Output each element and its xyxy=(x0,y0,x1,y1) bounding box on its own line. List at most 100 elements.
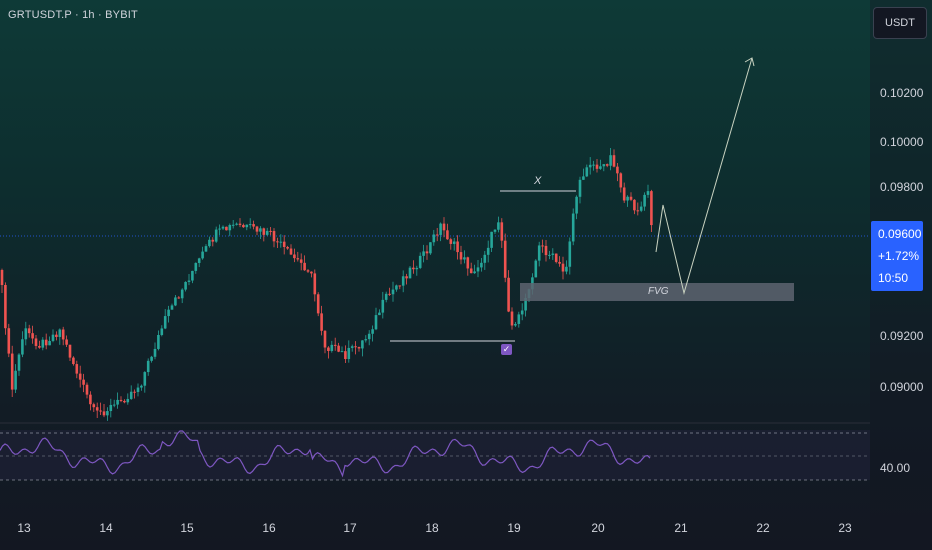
candle-body xyxy=(500,222,504,241)
candle-body xyxy=(31,333,34,339)
candle-body xyxy=(517,314,521,324)
candle-body xyxy=(432,234,436,243)
projection-path[interactable] xyxy=(655,57,753,295)
candle-body xyxy=(228,225,232,231)
time-tick: 18 xyxy=(425,521,439,535)
candle-body xyxy=(571,213,575,242)
candle-body xyxy=(276,241,279,243)
candle-body xyxy=(310,271,313,274)
candle-body xyxy=(558,261,561,264)
candle-body xyxy=(520,310,524,315)
candle-body xyxy=(102,411,106,416)
price-tick: 0.09000 xyxy=(880,380,924,394)
candle-body xyxy=(452,241,456,244)
time-tick: 20 xyxy=(591,521,605,535)
candle-body xyxy=(435,234,439,236)
price-tick: 0.10200 xyxy=(880,86,924,100)
candle-body xyxy=(208,239,211,247)
candle-body xyxy=(204,246,208,252)
time-tick: 15 xyxy=(180,521,194,535)
fvg-label: FVG xyxy=(648,286,669,297)
candle-body xyxy=(473,271,476,274)
candle-body xyxy=(89,394,92,405)
time-tick: 16 xyxy=(262,521,276,535)
candle-body xyxy=(493,229,497,232)
candle-body xyxy=(306,270,310,272)
rsi-level-label: 40.00 xyxy=(880,461,911,475)
candle-body xyxy=(391,289,395,295)
fvg-zone[interactable] xyxy=(520,283,794,301)
candle-body xyxy=(51,334,55,341)
current-price-value: 0.09600 xyxy=(878,227,922,241)
candle-body xyxy=(347,347,351,360)
candle-body xyxy=(265,230,269,235)
candle-body xyxy=(140,385,143,388)
candle-body xyxy=(588,164,592,168)
candle-body xyxy=(78,373,82,380)
candle-body xyxy=(599,166,602,169)
candle-body xyxy=(456,241,459,253)
candle-body xyxy=(119,399,123,401)
candle-body xyxy=(184,281,187,290)
candle-body xyxy=(72,357,75,365)
candle-body xyxy=(129,391,133,399)
candle-body xyxy=(7,328,11,354)
candle-body xyxy=(629,196,633,200)
candle-body xyxy=(245,224,249,228)
candle-body xyxy=(75,364,79,374)
candle-body xyxy=(605,164,609,166)
candle-body xyxy=(123,400,126,403)
rsi-band xyxy=(0,430,870,480)
candle-body xyxy=(44,339,48,346)
candle-body xyxy=(639,206,643,211)
candle-body xyxy=(85,384,89,395)
projection-arrowhead xyxy=(744,57,755,67)
candle-body xyxy=(622,187,626,201)
candle-body xyxy=(626,196,629,201)
candle-body xyxy=(0,270,4,285)
candle-body xyxy=(218,228,221,230)
candle-body xyxy=(116,399,119,405)
check-mark-icon: ✓ xyxy=(501,344,512,355)
candle-body xyxy=(578,179,582,197)
candle-body xyxy=(41,339,45,348)
candle-body xyxy=(388,293,391,295)
candle-body xyxy=(650,191,653,226)
candle-body xyxy=(201,251,204,259)
candle-body xyxy=(146,360,150,373)
candle-body xyxy=(469,268,473,274)
candle-body xyxy=(55,334,58,337)
candle-body xyxy=(446,230,449,240)
symbol-title[interactable]: GRTUSDT.P · 1h · BYBIT xyxy=(8,9,138,21)
candle-body xyxy=(429,242,432,254)
candle-body xyxy=(646,191,650,195)
time-tick: 23 xyxy=(838,521,852,535)
candle-body xyxy=(364,339,368,341)
price-tick: 0.10000 xyxy=(880,135,924,149)
candle-body xyxy=(537,245,541,261)
candle-body xyxy=(272,231,276,242)
candle-body xyxy=(490,231,493,248)
candle-body xyxy=(568,241,572,267)
candle-body xyxy=(582,176,585,180)
price-change: +1.72% xyxy=(878,249,920,263)
candle-body xyxy=(514,323,517,326)
time-tick: 13 xyxy=(17,521,31,535)
candle-body xyxy=(361,340,364,349)
current-price-tag: 0.09600 +1.72% 10:50 xyxy=(871,221,923,291)
candle-body xyxy=(609,155,612,166)
candle-body xyxy=(418,255,422,268)
candle-body xyxy=(95,407,99,411)
candle-body xyxy=(524,298,527,311)
price-tick: 0.09200 xyxy=(880,329,924,343)
candle-body xyxy=(160,328,164,335)
currency-badge[interactable]: USDT xyxy=(873,7,927,39)
candle-body xyxy=(575,196,578,214)
candle-body xyxy=(395,285,398,290)
candle-body xyxy=(503,240,507,278)
candle-body xyxy=(133,391,136,393)
candle-body xyxy=(248,224,252,226)
candle-body xyxy=(262,228,266,235)
candle-body xyxy=(643,194,646,207)
